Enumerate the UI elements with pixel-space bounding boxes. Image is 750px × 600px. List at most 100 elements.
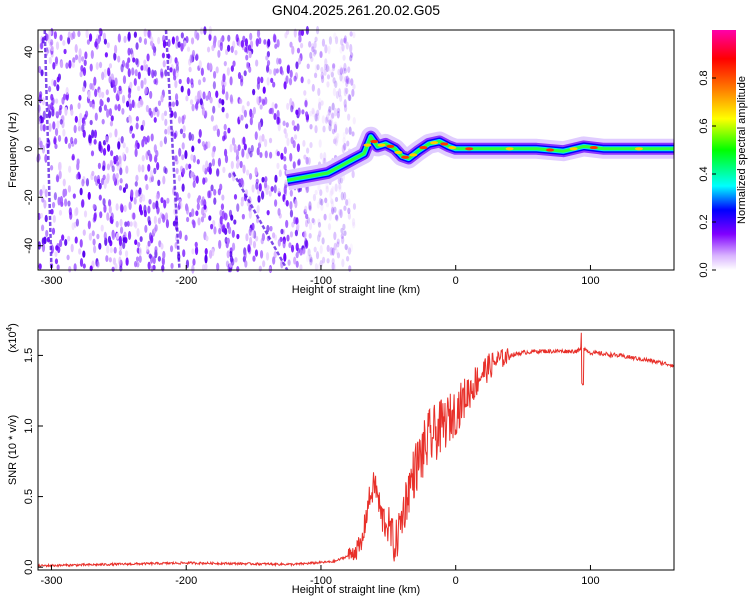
noise-blob <box>120 64 124 73</box>
noise-blob <box>93 245 97 254</box>
noise-blob <box>251 184 255 193</box>
noise-blob <box>215 168 220 177</box>
noise-blob <box>198 89 202 98</box>
noise-blob <box>352 221 356 229</box>
noise-blob <box>210 223 214 230</box>
noise-blob <box>343 99 347 108</box>
noise-blob <box>300 76 304 84</box>
noise-blob <box>92 238 96 246</box>
noise-blob <box>63 188 68 197</box>
noise-blob <box>289 69 293 78</box>
noise-blob <box>293 216 297 225</box>
noise-blob <box>79 239 83 248</box>
noise-blob <box>98 182 102 190</box>
noise-blob <box>332 87 337 97</box>
noise-blob <box>283 156 287 162</box>
ridge-hotspot <box>394 150 403 155</box>
noise-blob <box>191 248 195 255</box>
noise-blob <box>283 185 287 195</box>
noise-blob <box>164 69 168 77</box>
noise-blob <box>161 213 165 220</box>
noise-blob <box>137 241 141 248</box>
noise-blob <box>79 112 83 120</box>
noise-blob <box>318 197 322 206</box>
noise-blob <box>93 129 98 139</box>
noise-blob <box>310 43 315 50</box>
noise-blob <box>219 209 223 217</box>
noise-blob <box>195 210 199 217</box>
noise-blob <box>316 112 320 122</box>
noise-blob <box>65 62 69 69</box>
noise-blob <box>119 245 123 251</box>
noise-blob <box>268 190 272 197</box>
noise-blob <box>128 115 133 124</box>
noise-blob <box>245 54 249 61</box>
noise-blob <box>266 184 270 191</box>
y-tick-label: 0 <box>23 146 35 152</box>
noise-blob <box>301 109 305 115</box>
noise-blob <box>291 45 295 55</box>
noise-blob <box>249 117 253 126</box>
noise-blob <box>245 123 249 129</box>
noise-blob <box>57 134 62 142</box>
noise-blob <box>216 128 220 138</box>
snr-y-ticks: 0.0 0.5 1.0 1.5 <box>23 348 43 575</box>
noise-blob <box>288 77 293 86</box>
noise-blob <box>332 77 336 84</box>
noise-blob <box>136 102 140 109</box>
noise-blob <box>204 248 208 255</box>
noise-blob <box>122 75 127 85</box>
noise-blob <box>164 212 169 221</box>
noise-blob <box>43 199 47 209</box>
noise-blob <box>124 221 128 228</box>
noise-blob <box>140 65 144 71</box>
noise-blob <box>153 69 157 77</box>
noise-blob <box>347 212 351 220</box>
noise-blob <box>157 100 162 107</box>
noise-blob <box>331 64 336 72</box>
noise-blob <box>222 73 226 83</box>
noise-blob <box>295 109 299 116</box>
noise-blob <box>61 96 65 105</box>
noise-blob <box>223 61 227 67</box>
noise-blob <box>344 244 348 251</box>
noise-blob <box>236 159 240 167</box>
noise-blob <box>339 94 343 102</box>
noise-blob <box>81 198 85 208</box>
noise-blob <box>247 44 252 51</box>
noise-blob <box>304 205 308 213</box>
noise-blob <box>108 257 112 263</box>
noise-blob <box>53 79 57 87</box>
noise-blob <box>197 195 202 201</box>
noise-blob <box>134 142 138 150</box>
noise-blob <box>152 256 156 265</box>
noise-blob <box>192 180 196 188</box>
noise-blob <box>330 200 335 209</box>
noise-blob <box>50 208 54 215</box>
noise-blob <box>329 118 333 124</box>
noise-blob <box>228 226 232 235</box>
noise-blob <box>317 87 321 97</box>
noise-blob <box>320 75 325 84</box>
noise-blob <box>113 246 117 254</box>
noise-blob <box>319 51 323 59</box>
noise-blob <box>160 242 164 250</box>
noise-blob <box>188 163 192 170</box>
noise-blob <box>313 246 317 253</box>
noise-blob <box>127 68 131 78</box>
noise-blob <box>314 36 318 42</box>
noise-blob <box>81 123 85 133</box>
noise-blob <box>241 179 245 189</box>
noise-blob <box>141 139 145 148</box>
noise-blob <box>190 37 195 45</box>
noise-blob <box>70 136 74 145</box>
noise-blob <box>98 242 102 250</box>
noise-blob <box>185 163 189 171</box>
noise-blob <box>335 90 339 99</box>
noise-blob <box>244 38 248 47</box>
noise-blob <box>217 49 221 58</box>
spectrogram-marks <box>36 25 674 274</box>
noise-blob <box>161 256 165 266</box>
noise-blob <box>156 162 160 171</box>
noise-blob <box>146 53 150 62</box>
